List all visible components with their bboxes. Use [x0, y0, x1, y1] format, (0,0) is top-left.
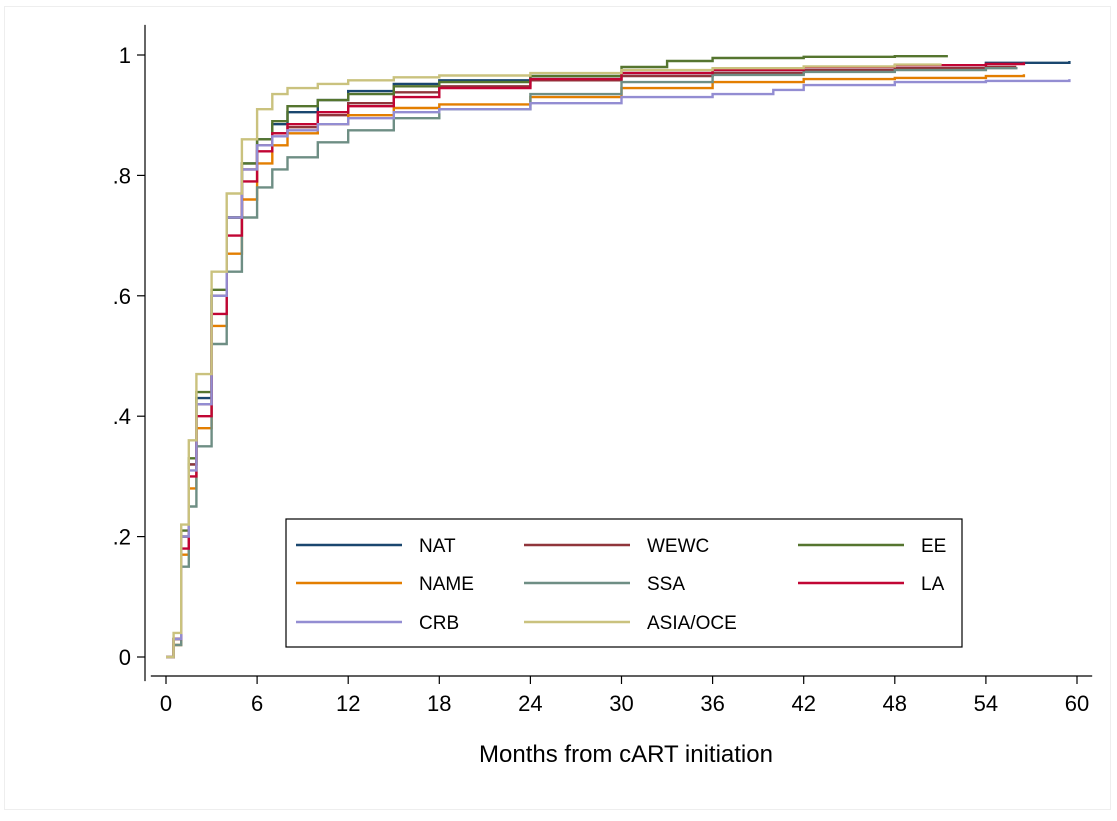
legend-label: LA — [921, 574, 945, 595]
series-line-ssa — [166, 67, 1018, 659]
legend-label: CRB — [419, 613, 459, 634]
x-tick-label: 30 — [609, 691, 633, 716]
x-tick-label: 0 — [160, 691, 172, 716]
axes-group: 0 .2 .4 .6 .8 1 0 6 12 18 24 30 36 42 48 54 60 — [113, 24, 1093, 716]
legend: NAT WEWC EE NAME SSA LA CRB ASIA/OCE — [285, 518, 963, 648]
y-tick-label: .2 — [113, 525, 131, 550]
series-line-asia-oce — [166, 63, 942, 659]
y-tick-label: 1 — [119, 43, 131, 68]
x-tick-label: 18 — [427, 691, 451, 716]
x-tick-label: 54 — [974, 691, 998, 716]
series-line-crb — [166, 79, 1071, 659]
x-tick-label: 12 — [336, 691, 360, 716]
y-tick-label: .4 — [113, 404, 131, 429]
x-tick-label: 36 — [700, 691, 724, 716]
x-tick-label: 6 — [251, 691, 263, 716]
y-tick-label: .6 — [113, 284, 131, 309]
legend-label: ASIA/OCE — [647, 613, 737, 634]
legend-label: SSA — [647, 574, 685, 595]
legend-label: NAME — [419, 574, 474, 595]
legend-label: NAT — [419, 536, 456, 557]
legend-label: WEWC — [647, 536, 709, 557]
series-line-wewc — [166, 65, 1017, 659]
x-tick-label: 42 — [791, 691, 815, 716]
series-lines — [166, 55, 1071, 659]
x-tick-label: 60 — [1065, 691, 1089, 716]
x-axis-label: Months from cART initiation — [479, 741, 773, 768]
y-tick-label: 0 — [119, 645, 131, 670]
y-tick-label: .8 — [113, 163, 131, 188]
x-tick-label: 24 — [518, 691, 542, 716]
x-tick-label: 48 — [883, 691, 907, 716]
legend-label: EE — [921, 536, 946, 557]
series-line-ee — [166, 55, 948, 659]
